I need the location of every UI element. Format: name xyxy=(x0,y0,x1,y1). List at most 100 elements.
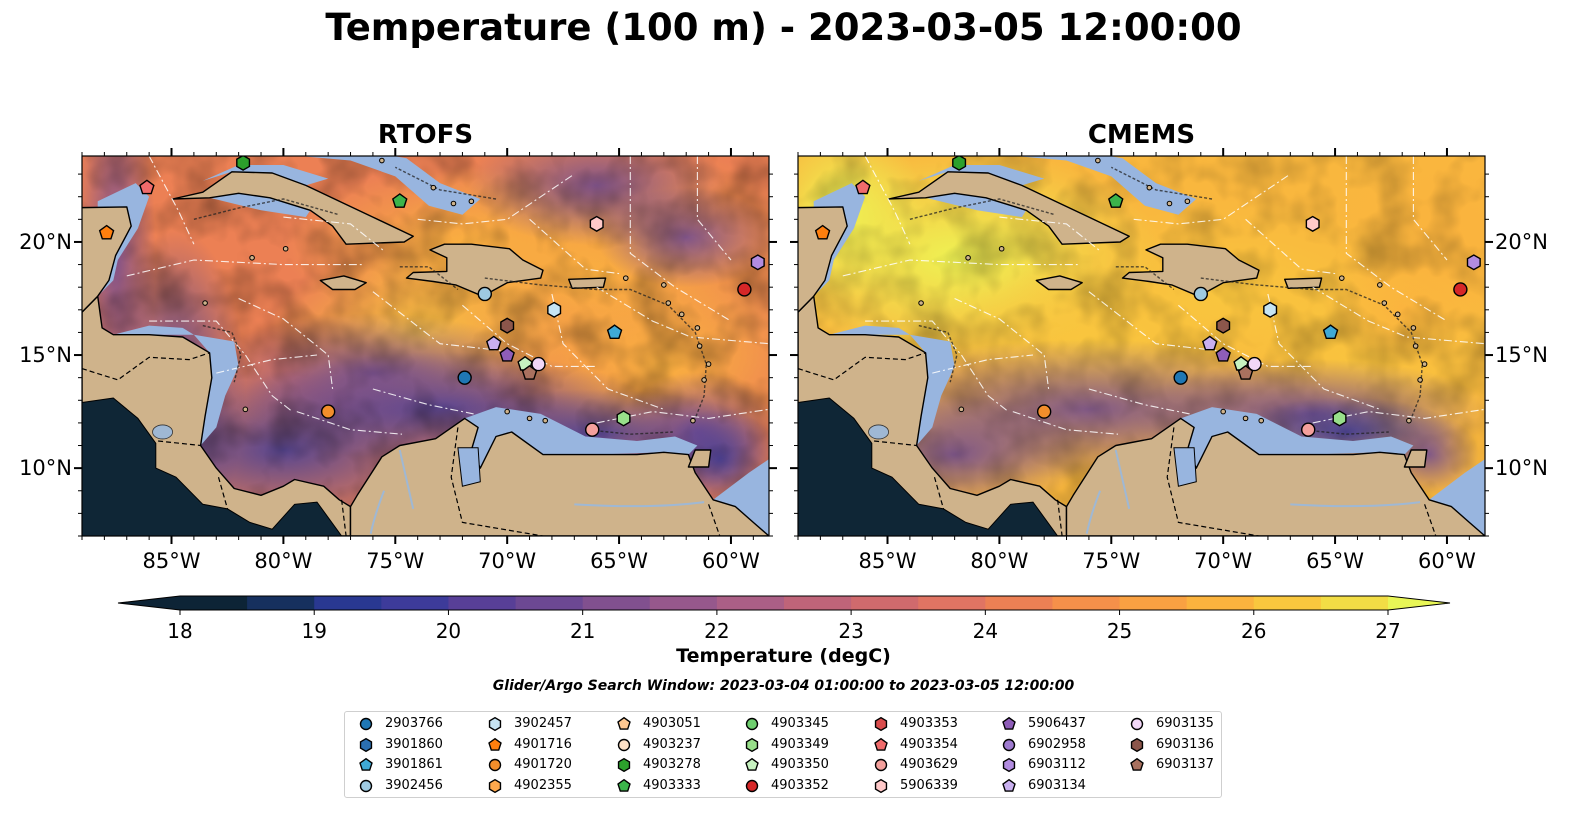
eez-line xyxy=(1312,286,1485,345)
eez-line xyxy=(1178,304,1313,367)
small-island xyxy=(701,377,707,383)
eez-line xyxy=(596,286,769,345)
country-border xyxy=(341,499,347,536)
colorbar-segment xyxy=(851,596,919,610)
shelf-bahamas xyxy=(1015,156,1197,215)
legend-label: 4902355 xyxy=(514,778,572,793)
eez-line xyxy=(864,156,911,245)
axis-ticks: 85°W 80°W 75°W 70°W 65°W 60°W 10°N 15°N 20°N xyxy=(19,148,777,573)
float-marker-3901861 xyxy=(606,324,623,340)
small-island xyxy=(504,408,510,415)
lon-tick-label: 70°W xyxy=(478,549,536,573)
legend-marker-6903134 xyxy=(1002,778,1016,792)
float-marker-4903352 xyxy=(737,282,752,297)
float-marker-4901716 xyxy=(98,224,115,240)
isobath-contour xyxy=(202,324,242,383)
shelf-cubaShelfN xyxy=(202,165,329,186)
float-marker-2903766 xyxy=(1173,370,1188,385)
float-marker-6903135 xyxy=(531,356,546,372)
small-island xyxy=(1412,343,1419,349)
small-island xyxy=(1075,149,1080,154)
small-island xyxy=(468,198,475,205)
small-island xyxy=(1220,408,1226,415)
legend-label: 3902457 xyxy=(514,716,572,731)
country-border xyxy=(1057,499,1063,536)
legend-label: 4903278 xyxy=(643,757,701,772)
legend-label: 4901716 xyxy=(514,737,572,752)
small-island xyxy=(282,245,289,252)
shelf-southShelf xyxy=(464,407,698,469)
colorbar-label: Temperature (degC) xyxy=(676,645,891,667)
lon-tick-label: 75°W xyxy=(1082,549,1140,573)
small-island xyxy=(1095,157,1101,164)
small-island xyxy=(678,311,685,318)
colorbar-extend-low xyxy=(118,596,180,610)
small-island xyxy=(450,200,457,207)
isobath-contour xyxy=(394,166,497,200)
colorbar-segment xyxy=(1320,596,1389,610)
legend-marker-4903051 xyxy=(617,716,631,730)
eez-line xyxy=(696,156,732,261)
lat-tick-label: 15°N xyxy=(19,343,72,367)
map-panel-rtofs xyxy=(82,156,769,536)
small-island xyxy=(379,157,385,164)
lon-tick-label: 85°W xyxy=(143,549,201,573)
eez-line xyxy=(999,216,1101,252)
colorbar-segment xyxy=(314,596,382,610)
small-island xyxy=(958,406,965,413)
small-island xyxy=(242,406,249,413)
small-island xyxy=(918,300,924,306)
legend-marker-4901716 xyxy=(488,737,502,751)
eez-line xyxy=(529,218,620,275)
small-island xyxy=(1421,361,1428,367)
legend-label: 6903135 xyxy=(1156,716,1214,731)
country-border xyxy=(933,477,945,510)
land-florida xyxy=(950,129,999,152)
float-marker-6903136 xyxy=(500,317,515,334)
small-island xyxy=(622,275,629,281)
land-hispaniola xyxy=(405,243,544,297)
eez-line xyxy=(1133,173,1291,225)
legend-marker-6903137 xyxy=(1130,757,1144,771)
small-island xyxy=(1338,275,1345,281)
float-marker-6903112 xyxy=(750,254,765,271)
float-marker-6903135 xyxy=(1247,356,1262,372)
colorbar-tick-label: 25 xyxy=(1107,619,1132,643)
small-island xyxy=(249,254,255,261)
legend-marker-4903333 xyxy=(617,778,631,792)
legend-label: 4903349 xyxy=(771,737,829,752)
colorbar: 18 19 20 21 22 23 24 25 26 27 xyxy=(117,595,1451,643)
axis-ticks: 85°W 80°W 75°W 70°W 65°W 60°W 10°N 15°N 20°N xyxy=(790,148,1548,573)
colorbar-segment xyxy=(180,596,248,610)
shelf-hondShelf xyxy=(113,325,194,335)
small-island xyxy=(1406,417,1412,424)
river-line xyxy=(1290,501,1421,508)
small-island xyxy=(696,343,703,349)
legend-marker-4903345 xyxy=(745,717,759,731)
float-marker-4903349 xyxy=(616,410,631,427)
eez-line xyxy=(238,297,334,390)
legend-marker-4903237 xyxy=(617,738,631,752)
eez-line xyxy=(842,259,1078,277)
float-marker-4901720 xyxy=(320,404,336,419)
small-island xyxy=(1417,377,1423,383)
legend-marker-4903278 xyxy=(617,757,631,773)
colorbar-tick-label: 22 xyxy=(704,619,729,643)
shelf-hondShelf xyxy=(829,325,910,335)
isobath-contour xyxy=(193,198,340,220)
colorbar-tick-label: 23 xyxy=(838,619,863,643)
legend-marker-3902456 xyxy=(359,779,373,793)
colorbar-segment xyxy=(716,596,785,610)
legend-marker-4903350 xyxy=(745,757,759,771)
lat-tick-label: 20°N xyxy=(19,230,72,254)
float-marker-6903136 xyxy=(1216,317,1231,334)
legend-marker-5906339 xyxy=(874,778,888,794)
small-island xyxy=(965,254,971,261)
lon-tick-label: 70°W xyxy=(1194,549,1252,573)
lat-tick-label: 15°N xyxy=(1495,343,1548,367)
country-border xyxy=(158,440,201,447)
isobath-contour xyxy=(1301,429,1389,435)
small-island xyxy=(1258,417,1265,424)
land-bahamasA xyxy=(1044,140,1062,154)
lake-nicaragua xyxy=(152,424,173,440)
